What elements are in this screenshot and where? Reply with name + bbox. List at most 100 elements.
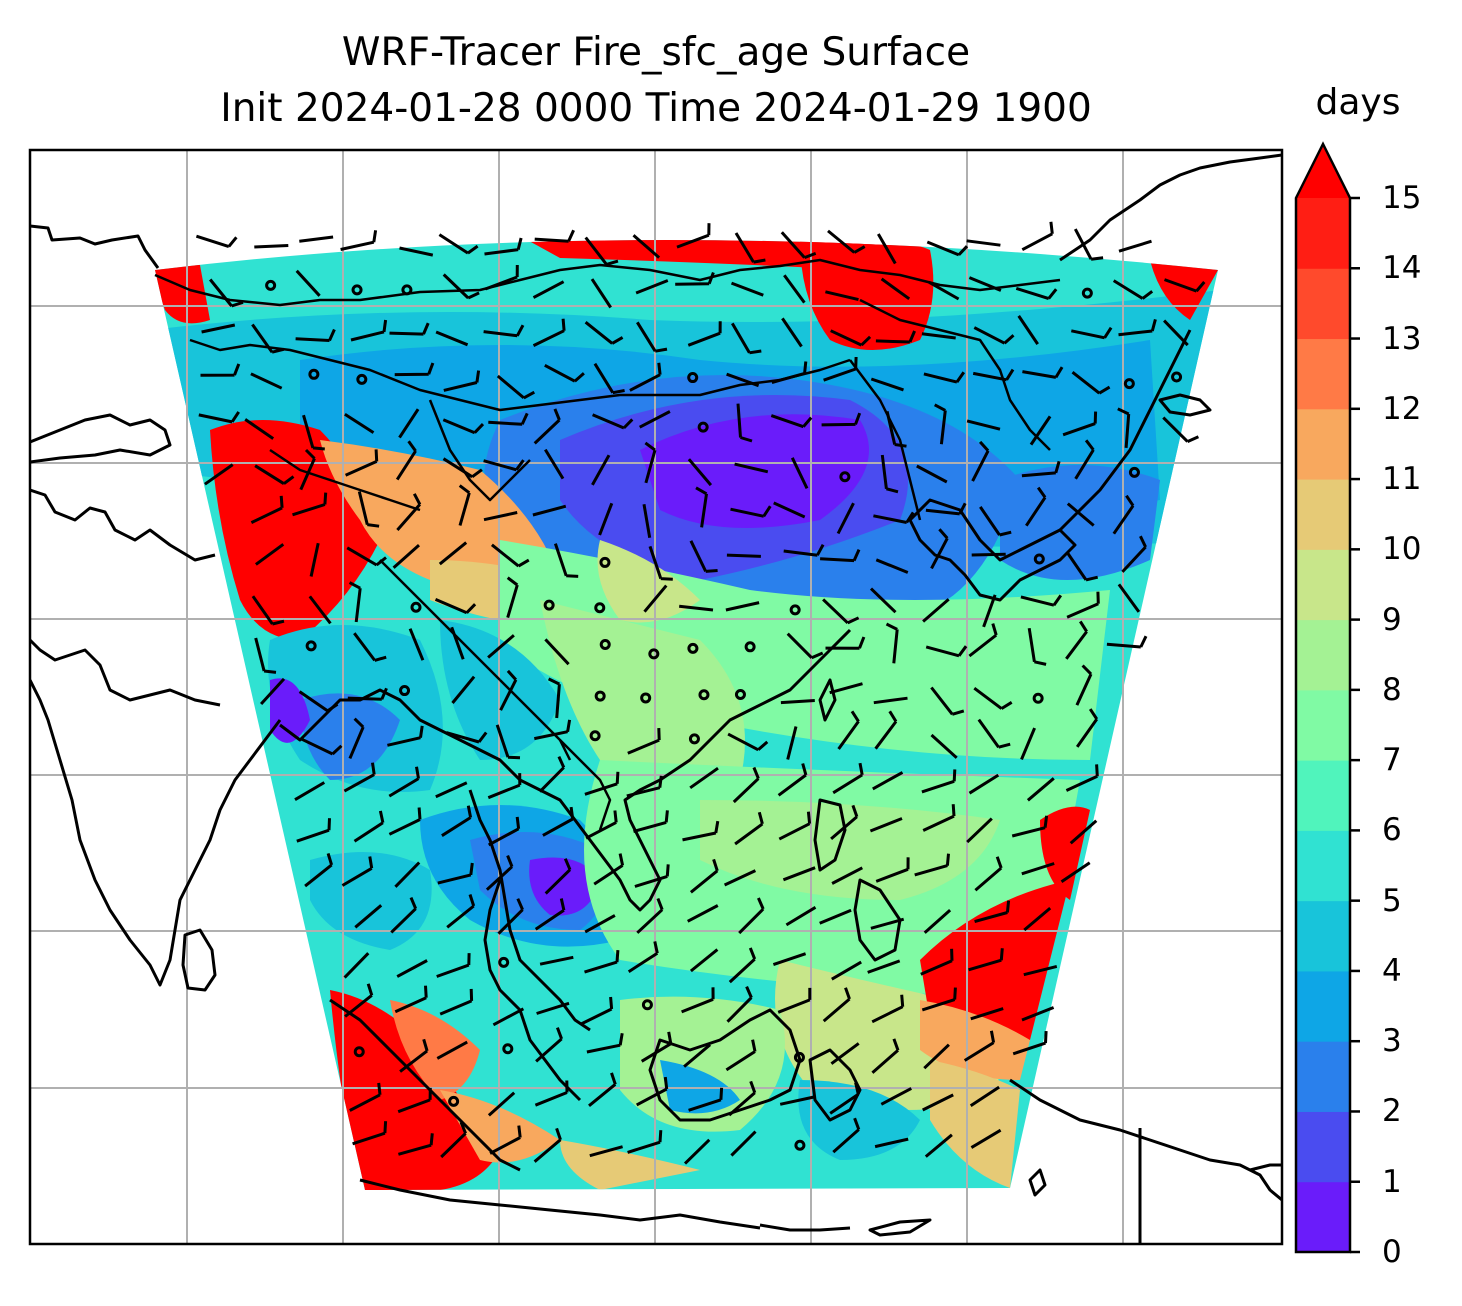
wind-barb <box>1163 319 1189 347</box>
wind-barb <box>445 731 488 744</box>
wind-barb <box>538 755 566 793</box>
wind-barb <box>1011 815 1049 838</box>
chart-title-line2: Init 2024-01-28 0000 Time 2024-01-29 190… <box>220 86 1092 131</box>
colorbar-swatch <box>1296 760 1350 831</box>
wind-barb <box>885 622 899 664</box>
wind-barb <box>1070 326 1113 340</box>
wind-barb <box>394 362 435 377</box>
wind-barb <box>1065 764 1099 792</box>
colorbar-tick-label: 3 <box>1382 1023 1402 1060</box>
wind-barb <box>535 1027 564 1063</box>
wind-barb <box>439 988 474 1016</box>
wind-barb <box>874 710 898 750</box>
wind-barb <box>689 858 719 894</box>
colorbar-swatch <box>1296 268 1350 340</box>
wind-barb <box>483 511 518 522</box>
wind-barb <box>442 418 485 435</box>
calm-marker <box>1128 466 1140 478</box>
wind-barb <box>1027 627 1047 666</box>
wind-barb <box>398 408 420 439</box>
colorbar-outline <box>1294 141 1352 1254</box>
wind-barb <box>295 328 336 342</box>
colorbar-unit-label: days <box>1315 82 1401 123</box>
wind-barb <box>1015 286 1058 301</box>
wind-barb <box>916 464 948 484</box>
wind-barb <box>539 955 574 966</box>
wind-barb <box>688 1087 724 1112</box>
wind-barb <box>492 1007 525 1027</box>
wind-barb <box>443 370 481 392</box>
wind-barb <box>921 769 957 794</box>
wind-barb <box>394 985 428 1014</box>
wind-barb <box>251 595 285 626</box>
wind-barb <box>1071 371 1111 395</box>
wind-barb <box>353 810 385 843</box>
colorbar-tick-label: 9 <box>1382 601 1402 638</box>
wind-barb <box>836 502 855 535</box>
wind-barb <box>820 548 861 563</box>
wind-barb <box>344 412 375 434</box>
colorbar-tick-label: 2 <box>1382 1093 1402 1130</box>
wind-barb <box>974 856 1003 892</box>
colorbar-swatch <box>1296 689 1350 761</box>
wind-barb <box>1117 407 1131 449</box>
wind-barb <box>773 501 806 519</box>
wind-barb <box>968 623 998 658</box>
wind-barb <box>533 408 561 445</box>
colorbar-swatch <box>1296 198 1350 269</box>
wind-barb <box>632 234 661 259</box>
wind-barb <box>971 440 990 482</box>
wind-barb <box>436 1040 468 1060</box>
wind-barb <box>778 811 812 841</box>
wind-barb <box>873 511 915 524</box>
wind-barb <box>1020 727 1036 760</box>
wind-barb <box>837 710 860 750</box>
wind-barb <box>348 581 362 623</box>
wind-barb <box>783 274 806 304</box>
wind-barb <box>823 356 858 382</box>
wind-barb <box>298 690 339 713</box>
wind-barb <box>921 332 956 340</box>
wind-barb <box>781 317 803 348</box>
wind-barb <box>627 728 661 755</box>
wind-barb <box>827 229 866 254</box>
colorbar-tick-label: 5 <box>1382 882 1402 919</box>
colorbar-swatch <box>1296 900 1350 972</box>
wind-barb <box>727 732 769 752</box>
wind-barb <box>299 235 334 243</box>
colorbar-swatch <box>1296 338 1350 410</box>
wind-barb <box>1062 411 1098 437</box>
wind-barb <box>488 412 529 426</box>
wind-barb <box>489 1125 522 1155</box>
wind-barb <box>1118 239 1152 253</box>
wind-barb <box>874 1137 909 1149</box>
colorbar-tick-label: 10 <box>1382 531 1422 568</box>
wind-barb <box>925 645 968 658</box>
wind-barb <box>250 372 283 390</box>
wind-barb <box>626 775 663 798</box>
wind-barb <box>397 1133 434 1156</box>
wind-barb <box>969 1085 1000 1108</box>
wind-barb <box>1162 416 1200 443</box>
wind-barb <box>487 773 522 800</box>
colorbar-tick-label: 4 <box>1382 952 1402 989</box>
wind-barb <box>450 626 465 660</box>
wind-barb <box>1021 221 1054 252</box>
wind-barb <box>1118 319 1157 337</box>
wind-barb <box>309 542 320 577</box>
calm-marker <box>793 1051 805 1063</box>
wind-barb <box>829 1082 860 1115</box>
wind-barb <box>495 724 521 760</box>
wind-barb <box>580 996 614 1026</box>
wind-barb <box>395 440 417 481</box>
wind-barb <box>973 687 1013 710</box>
wind-barb <box>350 319 388 342</box>
wind-barb <box>1112 279 1154 300</box>
wind-barb <box>982 594 997 628</box>
wind-barb <box>442 273 480 300</box>
wind-barb <box>676 223 711 249</box>
wind-barb <box>683 1138 711 1165</box>
colorbar-tick-label: 13 <box>1382 320 1422 357</box>
calm-marker <box>734 689 746 701</box>
wind-barb <box>1023 964 1058 977</box>
